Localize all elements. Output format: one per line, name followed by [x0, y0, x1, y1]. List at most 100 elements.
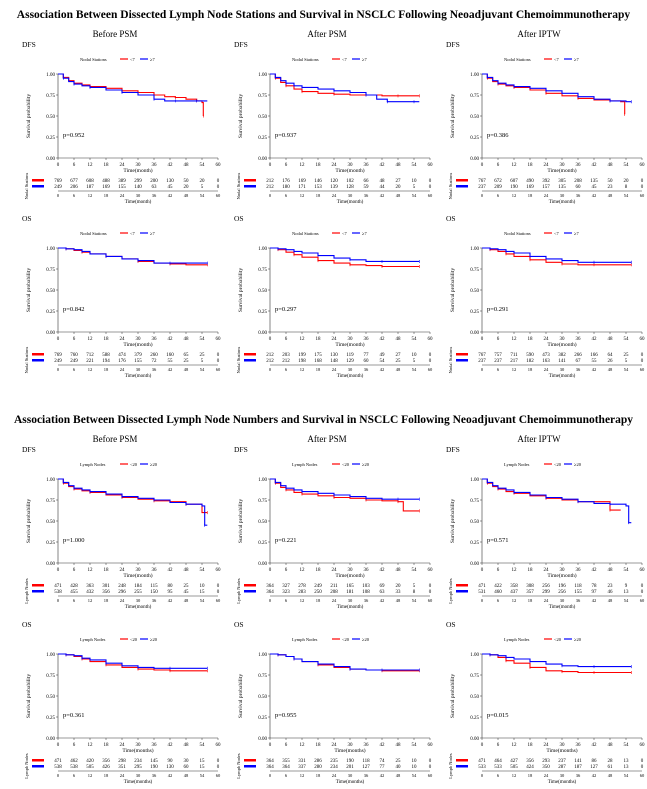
risk-count: 25	[624, 353, 630, 358]
risk-x-tick-label: 18	[528, 773, 533, 778]
risk-count: 212	[266, 179, 274, 184]
y-axis-title: Survival probability	[238, 499, 244, 543]
risk-count: 127	[590, 765, 598, 770]
risk-x-tick-label: 24	[544, 193, 549, 198]
risk-x-tick-label: 12	[300, 773, 305, 778]
x-tick-label: 54	[412, 163, 418, 168]
risk-x-tick-label: 60	[216, 367, 221, 372]
risk-x-tick-label: 36	[576, 598, 581, 603]
risk-count: 72	[152, 359, 158, 364]
legend-title: Nodal Stations	[292, 57, 319, 62]
y-tick-label: 0.25	[258, 716, 267, 721]
risk-count: 90	[168, 759, 174, 764]
risk-count: 30	[184, 759, 190, 764]
risk-count: 260	[150, 353, 158, 358]
risk-count: 66	[364, 179, 370, 184]
risk-x-tick-label: 12	[300, 193, 305, 198]
risk-count: 286	[314, 759, 322, 764]
risk-count: 198	[298, 359, 306, 364]
endpoint-label: OS	[22, 620, 32, 629]
risk-row-swatch	[456, 353, 468, 356]
x-tick-label: 0	[269, 163, 272, 168]
risk-count: 364	[266, 590, 274, 595]
x-tick-label: 18	[316, 568, 322, 573]
risk-x-tick-label: 42	[592, 193, 597, 198]
x-tick-label: 42	[168, 337, 174, 342]
x-tick-label: 42	[168, 568, 174, 573]
y-axis-title: Survival probability	[238, 94, 244, 138]
risk-x-tick-label: 60	[428, 773, 433, 778]
km-panel-10: OS Lymph Nodes <20 ≥20 0.00 0.25 0.50 0.75 1.00 0…	[22, 620, 221, 785]
risk-x-tick-label: 24	[544, 367, 549, 372]
y-tick-label: 0.75	[258, 268, 267, 273]
x-tick-label: 54	[412, 337, 418, 342]
x-tick-label: 36	[576, 743, 582, 748]
risk-count: 471	[54, 759, 62, 764]
x-tick-label: 36	[364, 568, 370, 573]
km-curve-low	[482, 73, 626, 115]
risk-x-tick-label: 36	[364, 598, 369, 603]
risk-count: 23	[608, 185, 614, 190]
risk-x-tick-label: 36	[152, 773, 157, 778]
risk-row-swatch	[32, 353, 44, 356]
x-tick-label: 60	[216, 337, 222, 342]
risk-count: 471	[478, 759, 486, 764]
risk-x-tick-label: 0	[57, 193, 60, 198]
km-panel-11: OS Lymph Nodes <20 ≥20 0.00 0.25 0.50 0.75 1.00 0…	[234, 620, 433, 785]
legend-title: Lymph Nodes	[292, 462, 318, 467]
risk-count: 0	[641, 179, 644, 184]
risk-x-tick-label: 18	[316, 598, 321, 603]
risk-x-tick-label: 0	[57, 773, 60, 778]
risk-count: 305	[558, 179, 566, 184]
p-value: p=0.571	[487, 537, 509, 544]
risk-x-tick-label: 6	[497, 193, 500, 198]
risk-count: 0	[429, 359, 432, 364]
risk-count: 212	[282, 359, 290, 364]
risk-count: 760	[70, 353, 78, 358]
risk-x-axis-title: Time(month)	[337, 374, 364, 379]
x-tick-label: 54	[624, 163, 630, 168]
x-tick-label: 12	[88, 163, 94, 168]
risk-count: 108	[362, 590, 370, 595]
x-axis-title: Time(month)	[123, 341, 152, 348]
risk-count: 249	[70, 359, 78, 364]
risk-x-tick-label: 30	[348, 367, 353, 372]
risk-count: 769	[54, 353, 62, 358]
risk-x-tick-label: 54	[624, 773, 629, 778]
x-tick-label: 6	[73, 163, 76, 168]
risk-x-tick-label: 36	[576, 193, 581, 198]
risk-count: 20	[184, 185, 190, 190]
km-panel-8: DFS Lymph Nodes <20 ≥20 0.00 0.25 0.50 0.75 1.00…	[234, 445, 433, 610]
risk-count: 0	[429, 584, 432, 589]
risk-x-tick-label: 30	[560, 598, 565, 603]
y-tick-label: 0.50	[258, 289, 267, 294]
y-tick-label: 0.25	[470, 136, 479, 141]
risk-count: 299	[134, 179, 142, 184]
x-tick-label: 18	[316, 163, 322, 168]
risk-count: 23	[608, 584, 614, 589]
risk-count: 356	[526, 759, 534, 764]
risk-count: 127	[362, 765, 370, 770]
km-curve-high	[482, 478, 632, 524]
x-tick-label: 48	[396, 337, 402, 342]
x-tick-label: 12	[300, 337, 306, 342]
risk-count: 392	[542, 179, 550, 184]
x-tick-label: 60	[428, 163, 434, 168]
column-title-after-iptw-2: After IPTW	[517, 434, 561, 444]
risk-count: 608	[86, 179, 94, 184]
risk-row-swatch	[32, 765, 44, 768]
risk-count: 150	[150, 590, 158, 595]
x-tick-label: 60	[640, 337, 646, 342]
km-curve-low	[58, 73, 204, 116]
x-tick-label: 18	[104, 568, 110, 573]
y-tick-label: 0.50	[470, 520, 479, 525]
risk-count: 364	[266, 759, 274, 764]
x-tick-label: 18	[528, 743, 534, 748]
risk-x-tick-label: 24	[332, 193, 337, 198]
x-tick-label: 36	[152, 163, 158, 168]
y-tick-label: 0.75	[258, 94, 267, 99]
risk-x-tick-label: 0	[269, 193, 272, 198]
risk-count: 533	[478, 765, 486, 770]
risk-count: 0	[217, 590, 220, 595]
risk-count: 471	[54, 584, 62, 589]
